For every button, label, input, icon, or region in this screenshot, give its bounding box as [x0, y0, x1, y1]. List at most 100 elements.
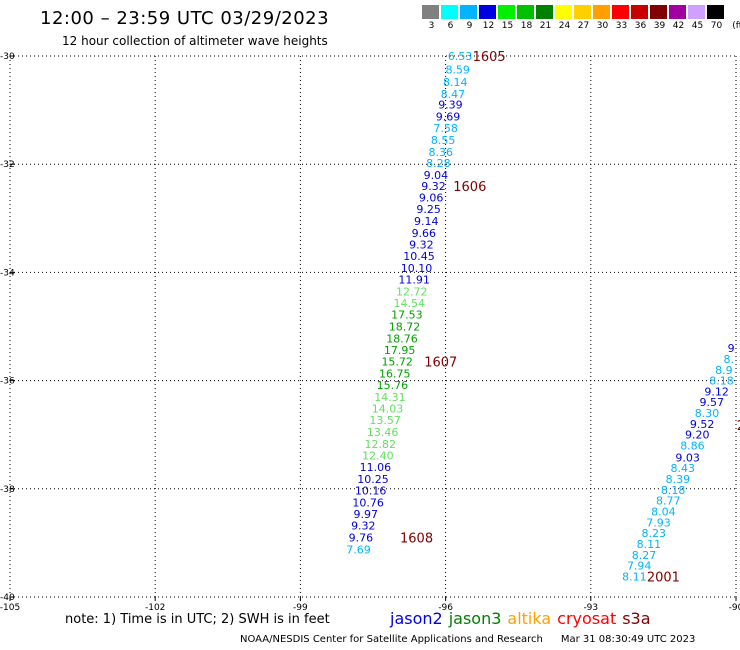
scale-label: 42	[672, 21, 685, 31]
swh-value: 9.12	[704, 385, 729, 398]
swh-value: 8.86	[680, 440, 705, 453]
swh-value: 8.30	[695, 407, 720, 420]
satellite-legend: jason2 jason3 altika cryosat s3a	[390, 609, 657, 628]
legend-s3a: s3a	[622, 609, 651, 628]
swh-value: 17.53	[391, 309, 423, 322]
swh-value: 9.66	[412, 227, 437, 240]
scale-label: 45	[691, 21, 704, 31]
time-label: 2-	[737, 419, 740, 434]
scale-swatch	[650, 5, 667, 19]
scale-swatch	[669, 5, 686, 19]
swh-value: 10.45	[403, 250, 435, 263]
scale-label: 27	[577, 21, 590, 31]
scale-swatch	[517, 5, 534, 19]
scale-label: 21	[539, 21, 552, 31]
legend-altika: altika	[507, 609, 552, 628]
scale-swatch	[498, 5, 515, 19]
scale-swatch	[631, 5, 648, 19]
x-tick-label: -90	[729, 603, 740, 613]
y-tick-label: -34	[0, 268, 15, 278]
scale-label: 39	[653, 21, 666, 31]
legend-jason3: jason3	[448, 609, 502, 628]
scale-label: 18	[520, 21, 533, 31]
swh-value: 8.47	[441, 88, 466, 101]
swh-value: 18.76	[386, 332, 418, 345]
swh-value: 8.36	[429, 146, 454, 159]
swh-value: 15.76	[377, 379, 409, 392]
units-note: note: 1) Time is in UTC; 2) SWH is in fe…	[65, 612, 330, 627]
swh-value: 9.32	[421, 180, 446, 193]
scale-swatch	[479, 5, 496, 19]
swh-value: 15.72	[381, 356, 413, 369]
scale-label: 70	[710, 21, 723, 31]
time-label: 2001	[647, 570, 680, 585]
x-tick-label: -93	[583, 603, 598, 613]
swh-value: 8.55	[431, 134, 456, 147]
swh-value: 9.20	[685, 429, 710, 442]
scale-label: 24	[558, 21, 571, 31]
swh-value: 17.95	[384, 344, 416, 357]
scale-swatch	[707, 5, 724, 19]
swh-value: 9.52	[690, 418, 715, 431]
swh-value: 16.75	[379, 368, 411, 381]
swh-value: 9.06	[419, 192, 444, 205]
y-tick-label: -30	[0, 52, 15, 62]
swh-value: 8.04	[651, 506, 676, 519]
scale-swatch	[574, 5, 591, 19]
scale-unit: (ft)	[732, 21, 740, 31]
swh-value: 14.03	[372, 403, 404, 416]
axis-ticks: -105 -102 -99 -96 -93 -90 -30 -32 -34 -36 -38 -40	[0, 52, 740, 613]
swh-value: 9.14	[414, 215, 439, 228]
swh-value: 7.93	[646, 516, 671, 529]
scale-label: 36	[634, 21, 647, 31]
x-tick-label: -96	[438, 603, 453, 613]
x-tick-label: -102	[145, 603, 165, 613]
swh-value: 6.53	[448, 50, 473, 63]
swh-value: 11.91	[398, 273, 430, 286]
page-subtitle: 12 hour collection of altimeter wave hei…	[62, 34, 328, 48]
map-grid	[9, 55, 737, 598]
footer: NOAA/NESDIS Center for Satellite Applica…	[240, 634, 695, 645]
swh-value: 10.76	[352, 496, 384, 509]
scale-label: 15	[501, 21, 514, 31]
swh-value: 7.58	[433, 122, 458, 135]
swh-value: 8.27	[632, 549, 657, 562]
scale-label: 9	[466, 21, 473, 31]
scale-swatch	[422, 5, 439, 19]
x-tick-label: -99	[293, 603, 308, 613]
swh-value: 9	[728, 342, 735, 355]
swh-value: 8.59	[445, 64, 470, 77]
swh-value: 8.23	[641, 527, 666, 540]
scale-label: 3	[428, 21, 435, 31]
swh-value: 11.06	[360, 461, 392, 474]
swh-value: 9.76	[349, 531, 374, 544]
swh-value: 8.9	[715, 364, 733, 377]
swh-value: 14.54	[394, 297, 426, 310]
swh-value: 9.57	[700, 396, 725, 409]
swh-value: 12.40	[362, 449, 394, 462]
scale-swatch	[612, 5, 629, 19]
time-label: 1605	[473, 50, 506, 65]
swh-value: 10.16	[355, 484, 387, 497]
swh-value: 8.11	[622, 570, 647, 583]
y-tick-label: -32	[0, 160, 15, 170]
satellite-tracks: 6.538.598.148.479.399.697.588.558.368.28…	[346, 50, 740, 585]
swh-value: 9.25	[416, 203, 441, 216]
swh-value: 7.94	[627, 560, 652, 573]
x-tick-label: -105	[0, 603, 20, 613]
swh-value: 10.10	[401, 262, 433, 275]
swh-value: 13.57	[369, 414, 401, 427]
footer-timestamp: Mar 31 08:30:49 UTC 2023	[560, 634, 696, 645]
swh-value: 7.69	[346, 543, 371, 556]
swh-value: 18.72	[389, 321, 421, 334]
swh-value: 9.69	[436, 111, 461, 124]
swh-value: 8.18	[709, 375, 734, 388]
swh-value: 14.31	[374, 391, 406, 404]
time-label: 1607	[424, 356, 457, 371]
time-label: 1606	[453, 180, 486, 195]
y-tick-label: -38	[0, 485, 15, 495]
swh-value: 9.03	[675, 451, 700, 464]
swh-value: 8.77	[656, 495, 681, 508]
scale-swatch	[441, 5, 458, 19]
